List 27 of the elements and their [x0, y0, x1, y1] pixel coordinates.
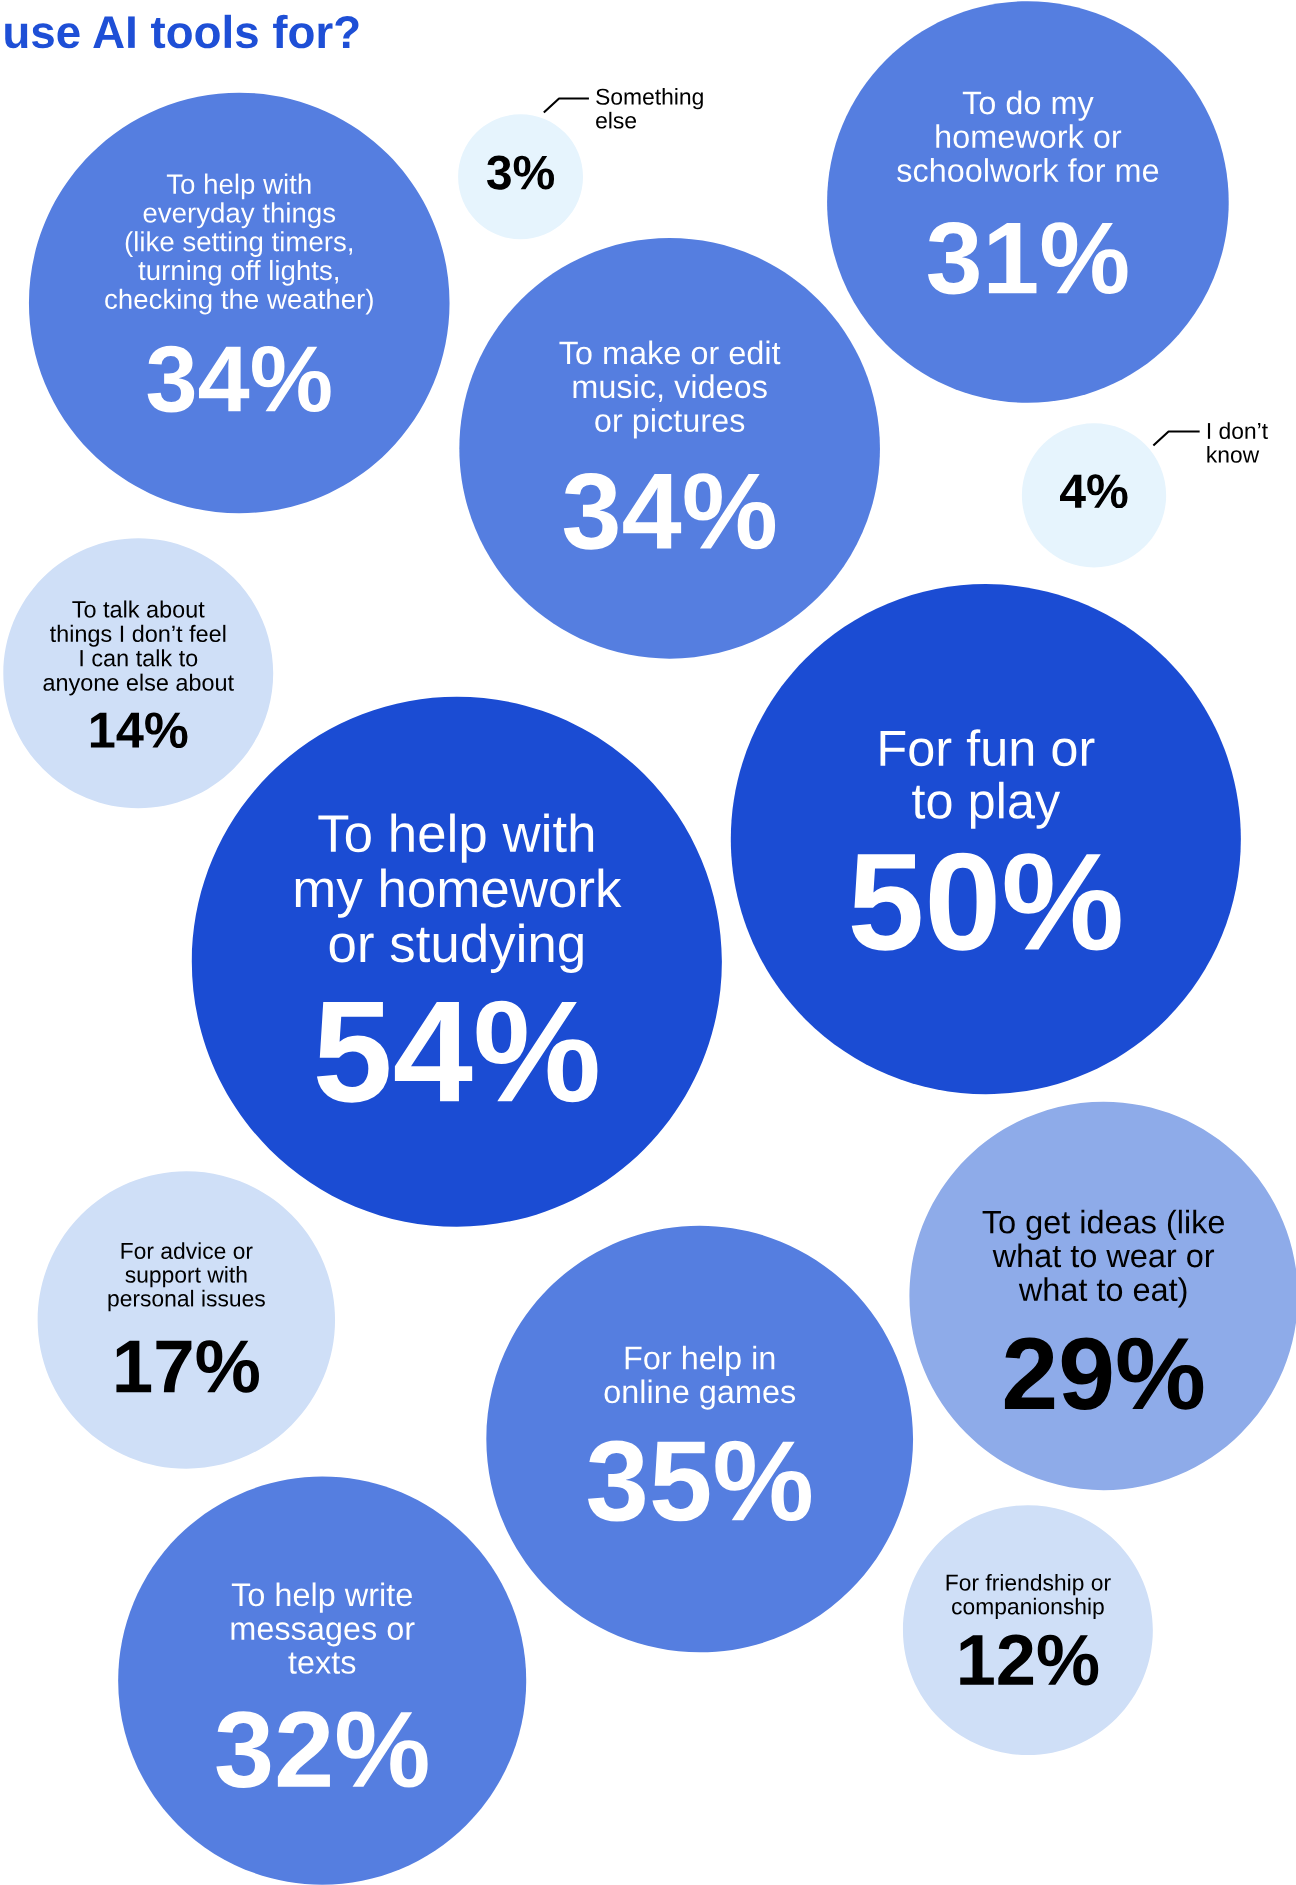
data-label: 3% [486, 155, 555, 190]
data-label: 54% [316, 1000, 598, 1103]
text: use AI tools for? [5, 14, 359, 49]
category-label: To help with everyday things (like setting timers, turning off lights, checking the weather) [105, 173, 373, 315]
category-label: To make or edit music, videos or pictures [559, 340, 781, 439]
category-label: Something else [596, 88, 703, 129]
category-label: To help write messages or texts [231, 1582, 415, 1674]
data-label: 34% [147, 345, 331, 413]
data-label: 14% [90, 712, 188, 748]
data-label: 31% [927, 221, 1128, 295]
data-label: 50% [851, 852, 1121, 951]
category-label: For friendship or companionship [946, 1573, 1111, 1620]
data-label: 17% [116, 1340, 259, 1393]
data-label: 12% [960, 1634, 1099, 1686]
data-label: 4% [1060, 474, 1128, 509]
category-label: To get ideas (like what to wear or what to eat) [982, 1209, 1224, 1308]
category-label: To talk about things I don’t feel I can talk to anyone else about [43, 600, 234, 696]
category-label: For help in online games [604, 1345, 796, 1410]
data-label: 34% [563, 472, 776, 550]
data-label: 32% [216, 1711, 428, 1788]
data-label: 35% [588, 1440, 811, 1522]
data-label: 29% [1004, 1337, 1204, 1410]
category-label: To help with my homework or studying [295, 813, 622, 973]
category-label: For fun or to play [880, 729, 1095, 829]
category-label: I don’t know [1207, 422, 1268, 463]
category-label: To do my homework or schoolwork for me [897, 90, 1159, 182]
category-label: For advice or support with personal issues [108, 1242, 265, 1312]
